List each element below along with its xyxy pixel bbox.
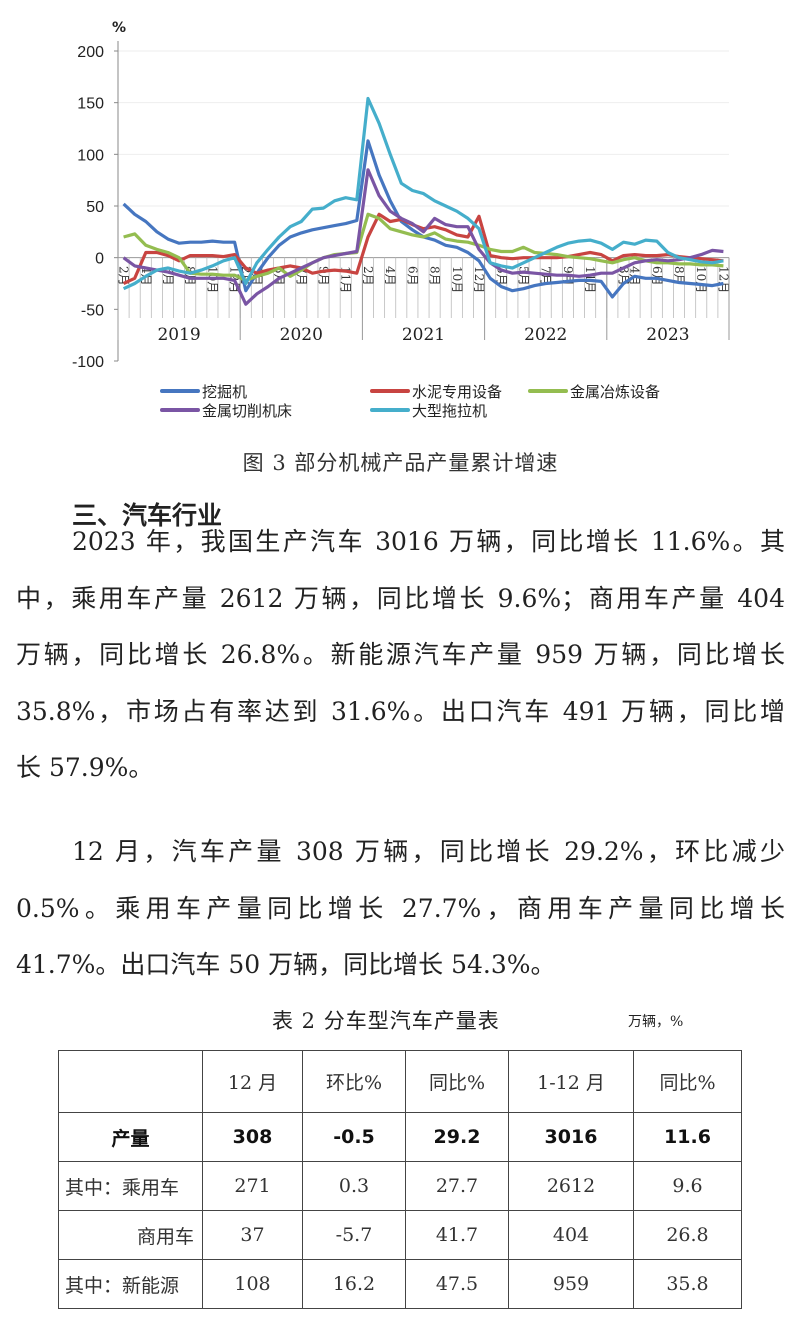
cell: 3016 xyxy=(508,1112,634,1162)
header-cell: 同比% xyxy=(405,1050,509,1113)
legend-label: 大型拖拉机 xyxy=(412,402,487,420)
month-label: 8月 xyxy=(428,266,442,286)
month-label: 12月 xyxy=(716,266,730,293)
row-label: 其中：乘用车 xyxy=(58,1161,203,1211)
header-cell: 1-12 月 xyxy=(508,1050,634,1113)
header-cell: 同比% xyxy=(633,1050,742,1113)
table-row: 其中：乘用车 271 0.3 27.7 2612 9.6 xyxy=(58,1161,742,1211)
y-tick-label: -100 xyxy=(72,354,104,371)
cell: 108 xyxy=(202,1259,303,1309)
month-label: 2月 xyxy=(361,266,375,286)
text-line: 中，乘用车产量 2612 万辆，同比增长 9.6%；商用车产量 404 xyxy=(16,583,785,613)
cell: 16.2 xyxy=(302,1259,406,1309)
month-label: 10月 xyxy=(450,266,464,293)
row-label: 其中：新能源 xyxy=(58,1259,203,1309)
header-cell xyxy=(58,1050,203,1113)
month-label: 6月 xyxy=(650,266,664,286)
month-label: 4月 xyxy=(383,266,397,286)
series-line-大型拖拉机 xyxy=(122,96,724,291)
legend-label: 金属切削机床 xyxy=(202,402,292,420)
year-label: 2022 xyxy=(524,325,567,345)
cell: 37 xyxy=(202,1210,303,1260)
header-cell: 环比% xyxy=(302,1050,406,1113)
text-line: 长 57.9%。 xyxy=(16,753,154,782)
cell: 0.3 xyxy=(302,1161,406,1211)
cell: 308 xyxy=(202,1112,303,1162)
cell: 271 xyxy=(202,1161,303,1211)
legend-label: 水泥专用设备 xyxy=(412,383,502,401)
cell: 959 xyxy=(508,1259,634,1309)
series-line-水泥专用设备 xyxy=(122,212,724,285)
table-row: 产量 308 -0.5 29.2 3016 11.6 xyxy=(58,1112,742,1162)
legend-label: 金属冶炼设备 xyxy=(570,383,660,401)
y-tick-label: 150 xyxy=(77,96,104,113)
cell: 35.8 xyxy=(633,1259,742,1309)
y-axis-unit: % xyxy=(112,20,126,36)
year-label: 2021 xyxy=(402,325,445,345)
text-line: 2023 年，我国生产汽车 3016 万辆，同比增长 11.6%。其 xyxy=(72,527,785,556)
month-label: 10月 xyxy=(694,266,708,293)
year-label: 2020 xyxy=(280,325,323,345)
month-label: 9月 xyxy=(317,266,331,286)
cell: 41.7 xyxy=(405,1210,509,1260)
text-line: 12 月，汽车产量 308 万辆，同比增长 29.2%，环比减少 xyxy=(72,837,785,866)
table-unit: 万辆，% xyxy=(628,1014,684,1030)
cell: 47.5 xyxy=(405,1259,509,1309)
cell: 9.6 xyxy=(633,1161,742,1211)
cell: -5.7 xyxy=(302,1210,406,1260)
table-title: 表 2 分车型汽车产量表 xyxy=(272,1009,500,1033)
cell: 404 xyxy=(508,1210,634,1260)
figure-caption: 图 3 部分机械产品产量累计增速 xyxy=(242,451,559,475)
row-label: 商用车 xyxy=(58,1210,203,1260)
text-line: 41.7%。出口汽车 50 万辆，同比增长 54.3%。 xyxy=(16,950,556,979)
text-line: 35.8%，市场占有率达到 31.6%。出口汽车 491 万辆，同比增 xyxy=(16,696,785,726)
header-cell: 12 月 xyxy=(202,1050,303,1113)
y-tick-label: 0 xyxy=(95,251,104,268)
month-label: 5月 xyxy=(516,266,530,286)
cell: 2612 xyxy=(508,1161,634,1211)
cell: 26.8 xyxy=(633,1210,742,1260)
y-tick-label: 200 xyxy=(77,44,104,61)
table-row: 商用车 37 -5.7 41.7 404 26.8 xyxy=(58,1210,742,1260)
paragraph-december: 12 月，汽车产量 308 万辆，同比增长 29.2%，环比减少 0.5%。乘用… xyxy=(16,824,785,994)
year-label: 2019 xyxy=(157,325,200,345)
cell: 27.7 xyxy=(405,1161,509,1211)
vehicle-production-table: 12 月 环比% 同比% 1-12 月 同比% 产量 308 -0.5 29.2… xyxy=(58,1050,742,1309)
cell: -0.5 xyxy=(302,1112,406,1162)
text-line: 万辆，同比增长 26.8%。新能源汽车产量 959 万辆，同比增长 xyxy=(16,640,785,669)
section-heading: 三、汽车行业 xyxy=(72,501,223,530)
cell: 29.2 xyxy=(405,1112,509,1162)
paragraph-annual: 2023 年，我国生产汽车 3016 万辆，同比增长 11.6%。其 中，乘用车… xyxy=(16,514,785,797)
month-label: 12月 xyxy=(472,266,486,293)
table-header-row: 12 月 环比% 同比% 1-12 月 同比% xyxy=(58,1050,742,1113)
y-tick-label: 50 xyxy=(86,199,104,216)
row-label: 产量 xyxy=(58,1112,203,1162)
month-label: 7月 xyxy=(539,266,553,286)
series-line-金属切削机床 xyxy=(122,168,724,306)
y-tick-label: -50 xyxy=(81,302,104,319)
text-line: 0.5%。乘用车产量同比增长 27.7%，商用车产量同比增长 xyxy=(16,893,785,923)
series-line-金属冶炼设备 xyxy=(123,212,724,282)
y-tick-label: 100 xyxy=(77,147,104,164)
legend-label: 挖掘机 xyxy=(202,383,247,401)
month-label: 6月 xyxy=(405,266,419,286)
cell: 11.6 xyxy=(633,1112,742,1162)
table-row: 其中：新能源 108 16.2 47.5 959 35.8 xyxy=(58,1259,742,1309)
year-label: 2023 xyxy=(646,325,689,345)
